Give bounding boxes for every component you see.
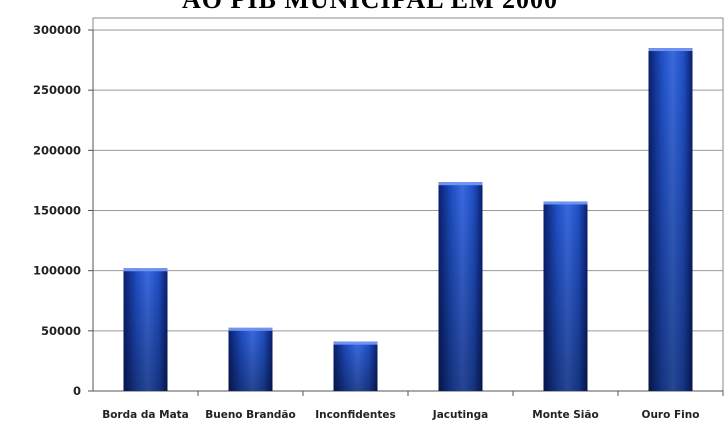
bar-top-highlight <box>228 327 273 331</box>
x-tick-label: Bueno Brandão <box>205 409 296 421</box>
x-tick-label: Borda da Mata <box>102 409 189 421</box>
bar-shade <box>228 327 273 391</box>
y-tick-label: 50000 <box>41 324 81 338</box>
bar-top-highlight <box>123 268 168 272</box>
bar-shade <box>648 48 693 392</box>
bar-shade <box>333 341 378 391</box>
x-tick-label: Inconfidentes <box>315 409 396 421</box>
bars <box>123 48 693 392</box>
x-tick-label: Jacutinga <box>432 409 488 421</box>
bar-top-highlight <box>333 341 378 345</box>
x-tick-label: Ouro Fino <box>642 409 700 421</box>
bar-shade <box>438 182 483 391</box>
y-tick-label: 200000 <box>33 143 81 157</box>
bar-shade <box>543 201 588 391</box>
y-axis: 0 50000 100000 150000 200000 250000 300000 <box>33 23 94 398</box>
x-tick-label: Monte Sião <box>532 409 598 421</box>
x-axis: Borda da Mata Bueno Brandão Inconfidentes J… <box>102 391 724 421</box>
plot-frame <box>92 17 724 392</box>
y-tick-label: 250000 <box>33 83 81 97</box>
y-tick-label: 150000 <box>33 204 81 218</box>
bar-shade <box>123 268 168 391</box>
bar-top-highlight <box>648 48 693 52</box>
chart-title: AO PIB MUNICIPAL EM 2000 <box>182 0 558 14</box>
grid-lines <box>93 29 723 392</box>
y-tick-label: 300000 <box>33 23 81 37</box>
bar-top-highlight <box>438 182 483 186</box>
y-tick-label: 0 <box>73 384 81 398</box>
bar-top-highlight <box>543 201 588 205</box>
y-tick-label: 100000 <box>33 264 81 278</box>
